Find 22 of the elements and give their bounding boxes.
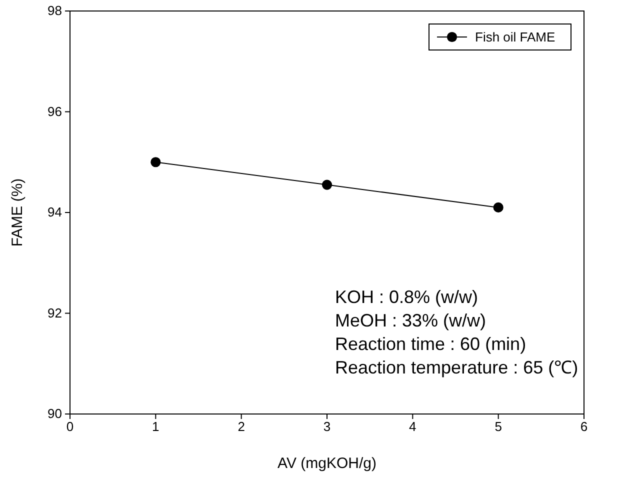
x-tick-label: 3	[323, 419, 331, 434]
x-axis-title: AV (mgKOH/g)	[278, 455, 376, 472]
x-tick-label: 1	[152, 419, 160, 434]
point	[493, 202, 504, 212]
y-tick-label: 90	[48, 406, 62, 422]
x-tick-label: 5	[494, 419, 502, 434]
annotation: MeOH : 33% (w/w)	[335, 310, 486, 330]
x-tick-label: 2	[238, 419, 245, 434]
y-tick-label: 96	[48, 104, 62, 119]
y-tick-label: 92	[48, 305, 62, 320]
y-axis-title: FAME (%)	[9, 178, 26, 247]
annotation: Reaction temperature : 65 (℃)	[335, 358, 578, 378]
x-tick-label: 4	[409, 419, 416, 434]
y-tick-label: 98	[48, 3, 62, 18]
annotation: KOH : 0.8% (w/w)	[335, 287, 478, 307]
annotation: Reaction time : 60 (min)	[335, 334, 526, 354]
x-tick-label: 0	[66, 419, 74, 434]
point	[322, 180, 332, 190]
legend-label: Fish oil FAME	[475, 30, 556, 44]
x-tick-label: 6	[580, 419, 588, 434]
point	[150, 157, 161, 168]
y-tick-label: 94	[48, 204, 62, 220]
